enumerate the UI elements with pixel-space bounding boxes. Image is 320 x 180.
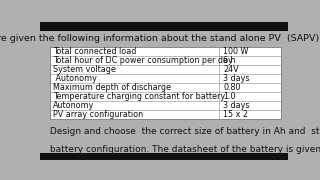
Text: 24V: 24V [223,65,239,74]
Text: 6 h: 6 h [223,56,236,65]
Text: Design and choose  the correct size of battery in Ah and  state the: Design and choose the correct size of ba… [47,127,320,136]
Bar [40,153,288,160]
Text: 3 days: 3 days [223,74,250,83]
Text: Autonomy: Autonomy [53,101,94,110]
Text: Total connected load: Total connected load [53,47,136,56]
Text: 15 x 2: 15 x 2 [223,110,248,119]
Text: Temperature charging constant for battery: Temperature charging constant for batter… [53,92,225,101]
Text: 100 W: 100 W [223,47,249,56]
Text: PV array configuration: PV array configuration [53,110,143,119]
Text: 1.0: 1.0 [223,92,236,101]
Bar [40,22,288,31]
Text: 0.80: 0.80 [223,83,241,92]
Text: Total hour of DC power consumption per day: Total hour of DC power consumption per d… [53,56,233,65]
Text: System voltage: System voltage [53,65,116,74]
Text: Your are given the following information about the stand alone PV  (SAPV) system: Your are given the following information… [0,34,320,43]
Text: Autonomy: Autonomy [53,74,97,83]
Bar [50,47,281,119]
Text: Maximum depth of discharge: Maximum depth of discharge [53,83,171,92]
Text: battery configuration. The datasheet of the battery is given in the  slide.: battery configuration. The datasheet of … [47,145,320,154]
Text: 3 days: 3 days [223,101,250,110]
